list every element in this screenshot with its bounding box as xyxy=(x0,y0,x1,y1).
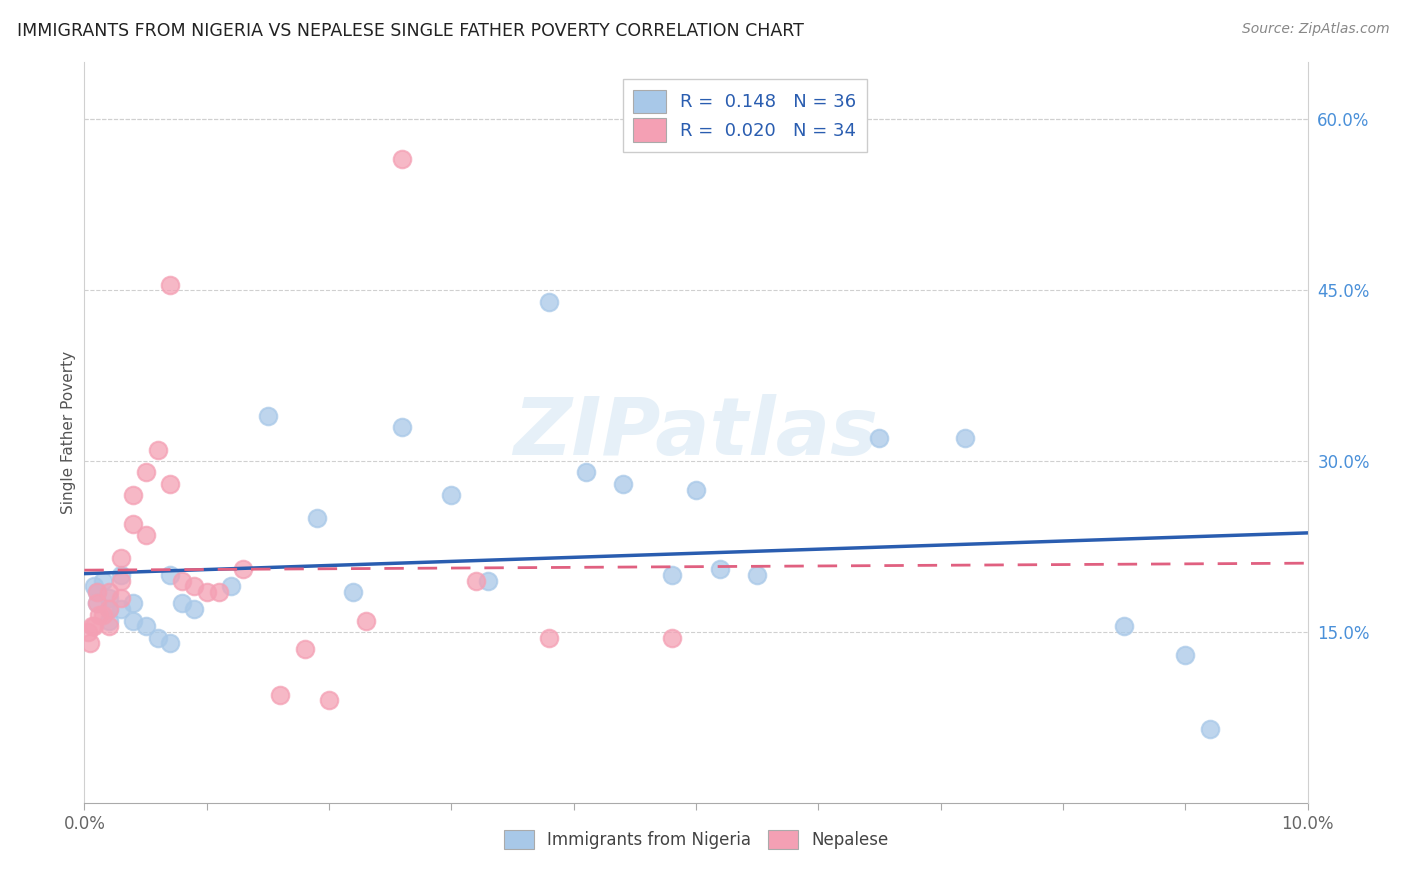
Point xyxy=(219,579,242,593)
Point xyxy=(183,602,205,616)
Point xyxy=(208,585,231,599)
Point xyxy=(86,597,108,611)
Point xyxy=(477,574,499,588)
Point xyxy=(538,631,561,645)
Point xyxy=(1174,648,1197,662)
Point xyxy=(91,574,114,588)
Point xyxy=(135,466,157,480)
Point xyxy=(159,568,181,582)
Point xyxy=(110,568,132,582)
Point xyxy=(172,574,194,588)
Point xyxy=(79,636,101,650)
Point xyxy=(97,602,120,616)
Point xyxy=(661,631,683,645)
Point xyxy=(869,431,891,445)
Point xyxy=(195,585,218,599)
Point xyxy=(440,488,463,502)
Point xyxy=(538,294,561,309)
Point xyxy=(97,619,120,633)
Point xyxy=(135,619,157,633)
Point xyxy=(110,574,132,588)
Point xyxy=(110,602,132,616)
Point xyxy=(87,607,110,622)
Point xyxy=(146,442,169,457)
Point xyxy=(122,488,145,502)
Point xyxy=(747,568,769,582)
Point xyxy=(354,614,377,628)
Point xyxy=(86,597,108,611)
Point xyxy=(1198,722,1220,736)
Point xyxy=(110,550,132,565)
Point xyxy=(294,642,316,657)
Point xyxy=(685,483,707,497)
Point xyxy=(391,420,413,434)
Point xyxy=(146,631,169,645)
Point xyxy=(80,619,103,633)
Point xyxy=(953,431,976,445)
Point xyxy=(135,528,157,542)
Point xyxy=(269,688,291,702)
Point xyxy=(97,614,120,628)
Point xyxy=(342,585,364,599)
Point xyxy=(318,693,340,707)
Legend: Immigrants from Nigeria, Nepalese: Immigrants from Nigeria, Nepalese xyxy=(495,822,897,857)
Text: ZIPatlas: ZIPatlas xyxy=(513,393,879,472)
Point xyxy=(91,607,114,622)
Point xyxy=(110,591,132,605)
Point xyxy=(83,579,105,593)
Point xyxy=(159,277,181,292)
Point xyxy=(97,602,120,616)
Point xyxy=(391,153,413,167)
Point xyxy=(77,624,100,639)
Point xyxy=(86,585,108,599)
Text: Source: ZipAtlas.com: Source: ZipAtlas.com xyxy=(1241,22,1389,37)
Point xyxy=(709,562,731,576)
Point xyxy=(122,614,145,628)
Point xyxy=(612,476,634,491)
Point xyxy=(172,597,194,611)
Point xyxy=(661,568,683,582)
Point xyxy=(183,579,205,593)
Point xyxy=(1114,619,1136,633)
Point xyxy=(122,597,145,611)
Point xyxy=(464,574,486,588)
Text: IMMIGRANTS FROM NIGERIA VS NEPALESE SINGLE FATHER POVERTY CORRELATION CHART: IMMIGRANTS FROM NIGERIA VS NEPALESE SING… xyxy=(17,22,804,40)
Point xyxy=(97,591,120,605)
Point xyxy=(257,409,280,423)
Point xyxy=(122,516,145,531)
Point xyxy=(232,562,254,576)
Point xyxy=(83,619,105,633)
Y-axis label: Single Father Poverty: Single Father Poverty xyxy=(60,351,76,514)
Point xyxy=(575,466,598,480)
Point xyxy=(159,476,181,491)
Point xyxy=(86,585,108,599)
Point xyxy=(97,585,120,599)
Point xyxy=(305,511,328,525)
Point xyxy=(159,636,181,650)
